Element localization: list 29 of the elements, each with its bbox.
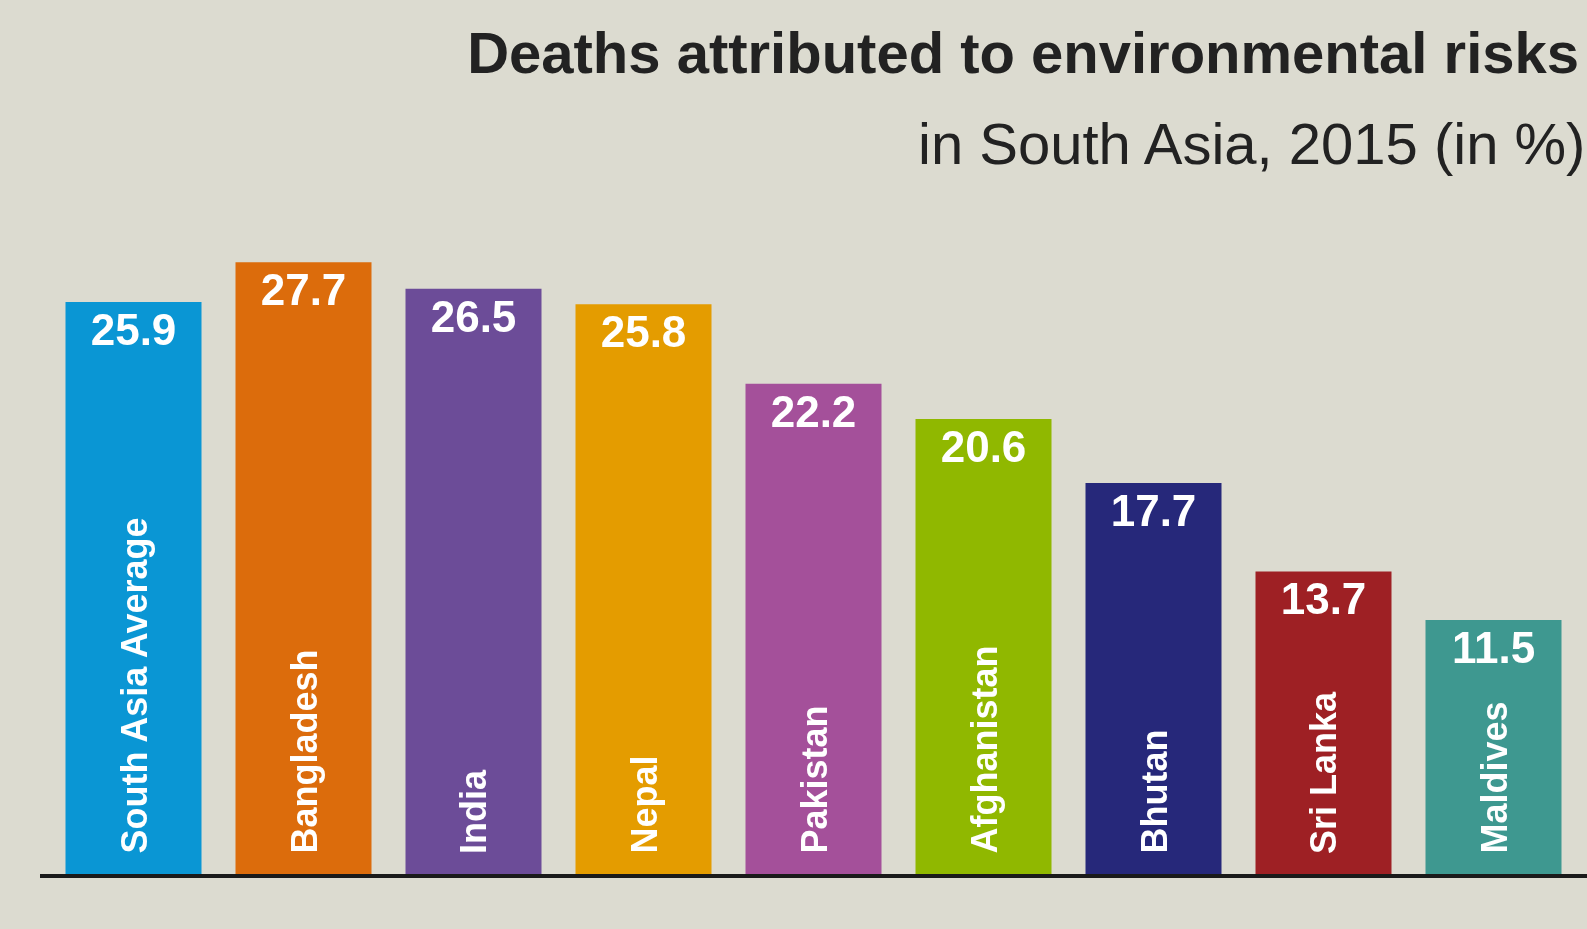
- x-tick-label: Maldives: [1473, 701, 1515, 854]
- x-tick-label: South Asia Average: [113, 517, 155, 854]
- x-tick-label: India: [453, 769, 494, 854]
- x-tick-label: Bangladesh: [283, 649, 325, 854]
- data-label: 20.6: [940, 422, 1027, 472]
- x-tick-label: Bhutan: [1133, 729, 1175, 854]
- chart-title: Deaths attributed to environmental risks: [467, 20, 1580, 86]
- data-label: 22.2: [770, 386, 857, 436]
- data-label: 13.7: [1280, 574, 1367, 624]
- bar: [745, 383, 882, 874]
- x-tick-label: Pakistan: [793, 705, 835, 854]
- chart-subtitle: in South Asia, 2015 (in %): [918, 111, 1586, 176]
- bar: [1085, 483, 1222, 874]
- data-label: 27.7: [260, 265, 347, 315]
- data-label: 26.5: [430, 291, 517, 341]
- x-tick-label: Sri Lanka: [1303, 690, 1344, 854]
- bar: [65, 301, 202, 874]
- data-label: 11.5: [1451, 623, 1536, 672]
- bar: [1425, 620, 1562, 874]
- x-tick-label: Nepal: [623, 755, 665, 854]
- bar: [235, 262, 372, 874]
- bar: [915, 419, 1052, 874]
- bar: [1255, 571, 1392, 874]
- data-label: 25.9: [90, 304, 177, 354]
- bar: [575, 304, 712, 874]
- data-label: 25.8: [600, 307, 687, 357]
- x-tick-label: Afghanistan: [963, 645, 1005, 854]
- bar: [405, 288, 542, 874]
- data-label: 17.7: [1110, 486, 1197, 536]
